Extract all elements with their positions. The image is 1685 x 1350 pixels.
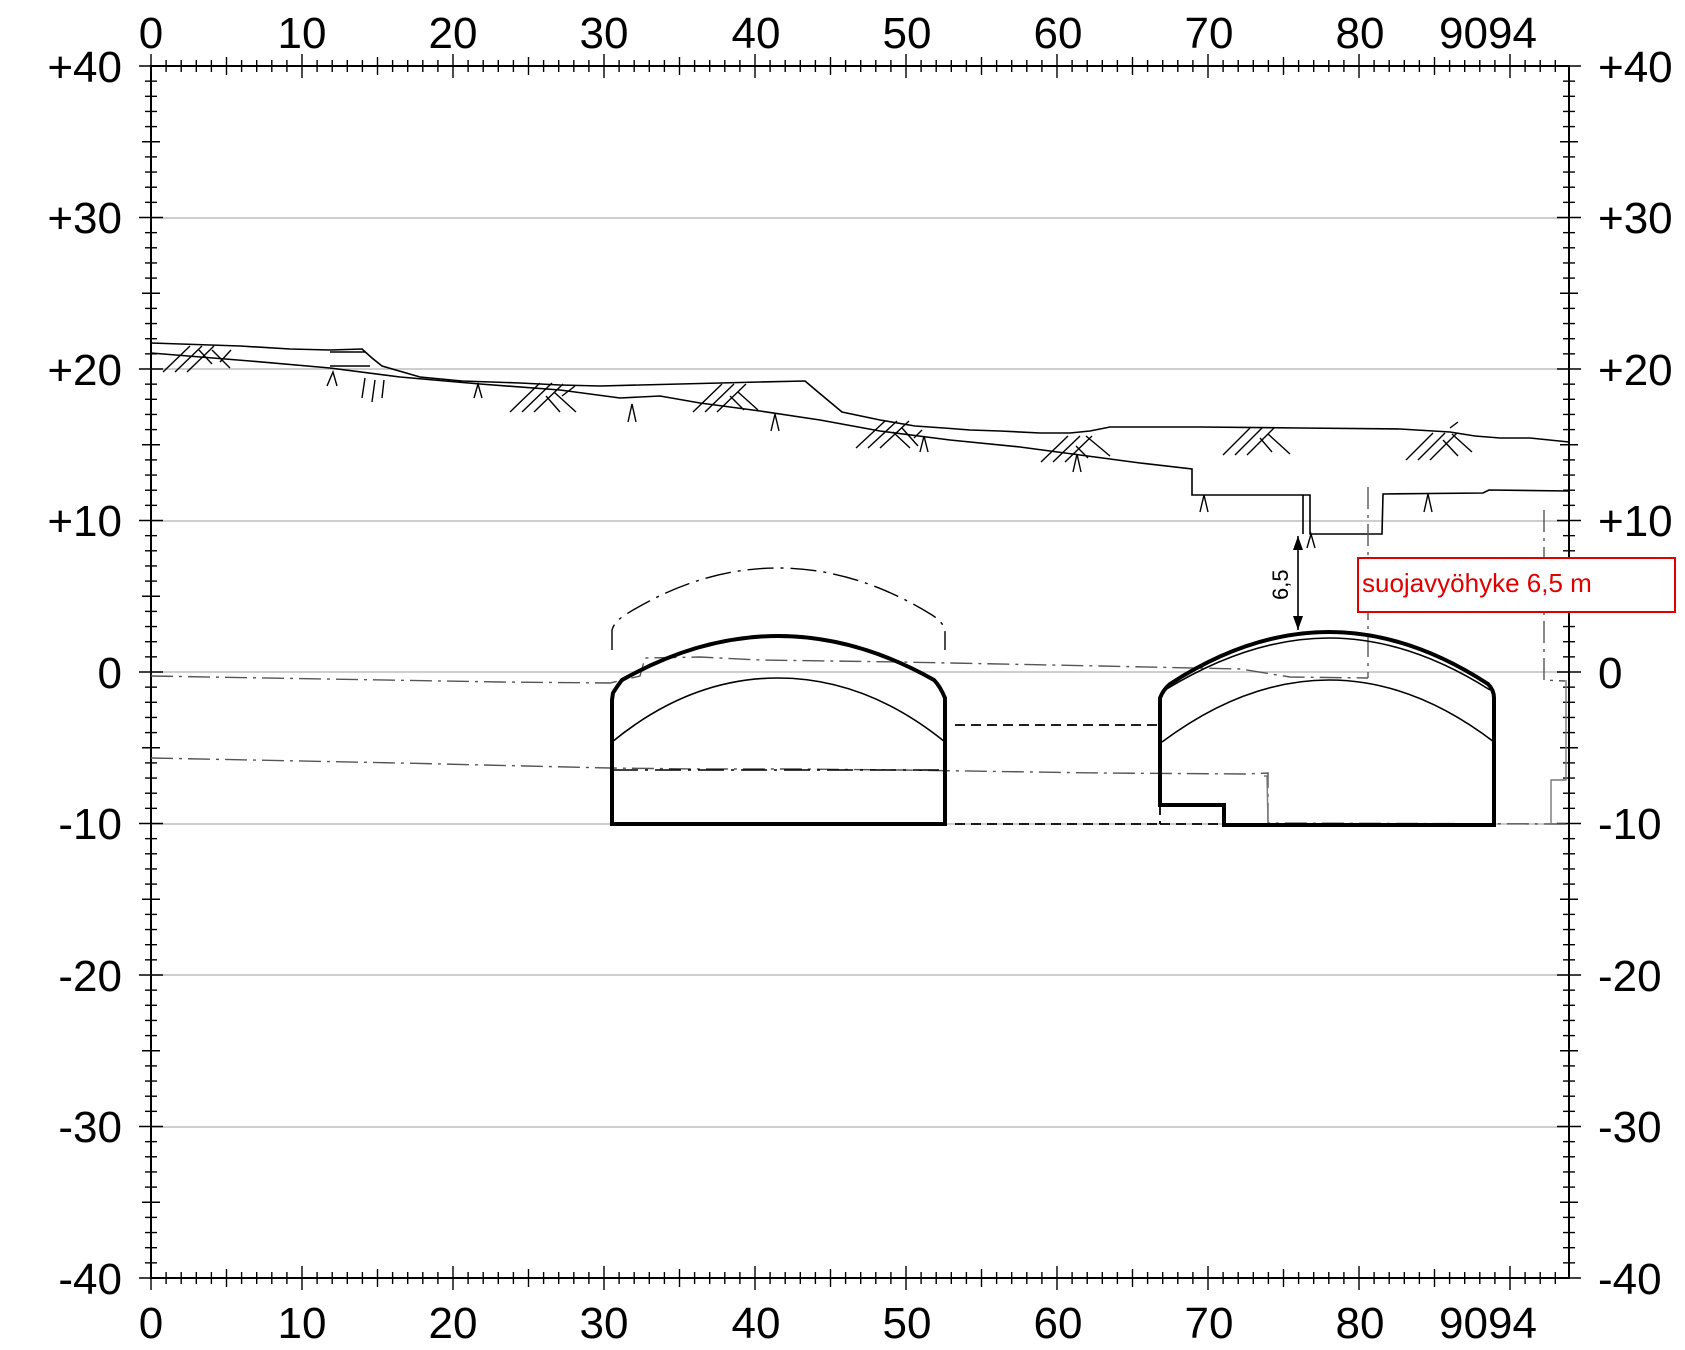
x-tick-bottom: 20 — [429, 1299, 478, 1348]
x-tick-top: 50 — [883, 9, 932, 58]
y-tick-left: +40 — [47, 43, 122, 92]
x-tick-bottom: 50 — [883, 1299, 932, 1348]
x-axis-top: 0 10 20 30 40 50 60 70 80 9094 — [139, 9, 1537, 58]
x-tick-bottom-end: 9094 — [1439, 1299, 1537, 1348]
dimension-arrow-bottom — [1293, 616, 1303, 630]
x-tick-top: 40 — [732, 9, 781, 58]
y-tick-left: +30 — [47, 194, 122, 243]
tunnel-left — [610, 567, 947, 826]
annotation-box — [1357, 557, 1676, 613]
y-tick-left: -30 — [58, 1103, 122, 1152]
ground-surface — [150, 342, 1570, 535]
x-axis-bottom: 0 10 20 30 40 50 60 70 80 9094 — [139, 1299, 1537, 1348]
x-tick-bottom: 70 — [1185, 1299, 1234, 1348]
y-tick-left: +20 — [47, 346, 122, 395]
y-tick-left: 0 — [98, 649, 122, 698]
x-tick-bottom: 0 — [139, 1299, 163, 1348]
y-tick-right: +20 — [1598, 346, 1673, 395]
y-tick-left: -10 — [58, 800, 122, 849]
y-tick-right: -30 — [1598, 1103, 1662, 1152]
y-tick-right: +30 — [1598, 194, 1673, 243]
x-tick-top: 20 — [429, 9, 478, 58]
tunnel-left-inner-arch — [611, 677, 946, 743]
ground-surface-upper-line — [150, 342, 1570, 443]
tunnel-right-outer-arch — [1158, 629, 1496, 827]
tunnel-left-outer-arch — [610, 633, 947, 826]
x-tick-top: 70 — [1185, 9, 1234, 58]
x-tick-top-end: 9094 — [1439, 9, 1537, 58]
middle-step — [1264, 775, 1269, 824]
minor-ticks — [139, 54, 1581, 1290]
dimension-protection-zone: 6,5 — [1268, 536, 1303, 630]
y-tick-right: -20 — [1598, 952, 1662, 1001]
tunnel-left-outline-clearance — [611, 567, 946, 650]
x-tick-bottom: 30 — [580, 1299, 629, 1348]
y-axis-left: +40 +30 +20 +10 0 -10 -20 -30 -40 — [47, 43, 122, 1304]
y-axis-right: +40 +30 +20 +10 0 -10 -20 -30 -40 — [1598, 43, 1673, 1304]
y-tick-left: -20 — [58, 952, 122, 1001]
x-tick-top: 60 — [1034, 9, 1083, 58]
x-tick-bottom: 10 — [278, 1299, 327, 1348]
y-tick-left: +10 — [47, 497, 122, 546]
y-tick-right: -40 — [1598, 1255, 1662, 1304]
y-tick-right: +10 — [1598, 497, 1673, 546]
ground-surface-rock-line — [150, 352, 1570, 535]
reference-lines — [150, 487, 1570, 825]
x-tick-top: 10 — [278, 9, 327, 58]
x-tick-top: 80 — [1336, 9, 1385, 58]
tunnel-right-second-arch — [1164, 637, 1491, 691]
dimension-label: 6,5 — [1268, 569, 1293, 600]
reference-line-upper — [150, 656, 1369, 684]
grid-lines — [151, 217, 1569, 1128]
rock-hatch-symbols — [162, 345, 1473, 549]
x-tick-top: 30 — [580, 9, 629, 58]
y-tick-right: -10 — [1598, 800, 1662, 849]
dimension-arrow-top — [1293, 536, 1303, 550]
y-tick-right: +40 — [1598, 43, 1673, 92]
y-tick-right: 0 — [1598, 649, 1622, 698]
x-tick-bottom: 40 — [732, 1299, 781, 1348]
x-tick-bottom: 80 — [1336, 1299, 1385, 1348]
connecting-passage — [955, 724, 1158, 825]
protection-zone-annotation: suojavyöhyke 6,5 m — [1357, 557, 1676, 613]
right-edge-step — [1550, 680, 1567, 824]
x-tick-top: 0 — [139, 9, 163, 58]
y-tick-left: -40 — [58, 1255, 122, 1304]
annotation-text: suojavyöhyke 6,5 m — [1362, 568, 1592, 598]
tunnel-right-inner-arch — [1161, 679, 1495, 743]
reference-line-lower — [150, 757, 1570, 825]
tunnel-right — [1158, 629, 1496, 827]
x-tick-bottom: 60 — [1034, 1299, 1083, 1348]
